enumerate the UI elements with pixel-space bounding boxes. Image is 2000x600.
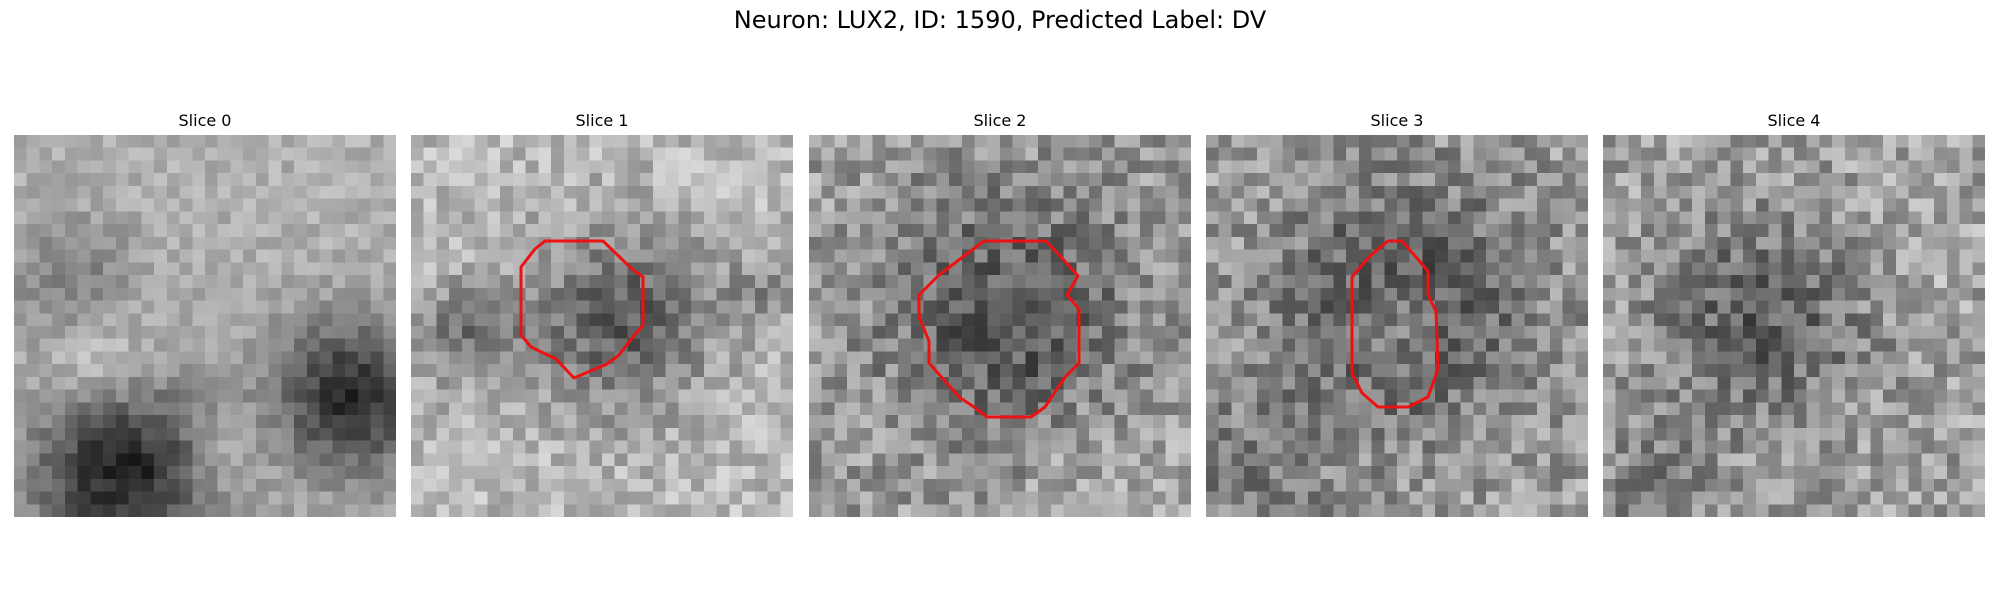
slice-title: Slice 0 — [178, 111, 232, 130]
grayscale-patch-image — [411, 135, 793, 517]
grayscale-patch-image — [1603, 135, 1985, 517]
grayscale-patch-image — [14, 135, 396, 517]
slice-panel-3: Slice 3 — [1206, 111, 1588, 517]
grayscale-patch-image — [1206, 135, 1588, 517]
slice-image — [411, 135, 793, 517]
roi-contour — [917, 239, 1081, 419]
grayscale-patch-image — [809, 135, 1191, 517]
slice-panel-4: Slice 4 — [1603, 111, 1985, 517]
slice-image — [809, 135, 1191, 517]
slice-image — [1206, 135, 1588, 517]
slice-image — [1603, 135, 1985, 517]
slice-title: Slice 2 — [973, 111, 1027, 130]
slice-image — [14, 135, 396, 517]
figure-title: Neuron: LUX2, ID: 1590, Predicted Label:… — [733, 6, 1267, 34]
slice-title: Slice 3 — [1370, 111, 1424, 130]
roi-contour — [519, 239, 645, 380]
slice-title: Slice 1 — [575, 111, 629, 130]
slice-panel-1: Slice 1 — [411, 111, 793, 517]
slice-panel-2: Slice 2 — [809, 111, 1191, 517]
roi-contour — [1350, 239, 1440, 409]
slice-title: Slice 4 — [1767, 111, 1821, 130]
slice-panel-0: Slice 0 — [14, 111, 396, 517]
